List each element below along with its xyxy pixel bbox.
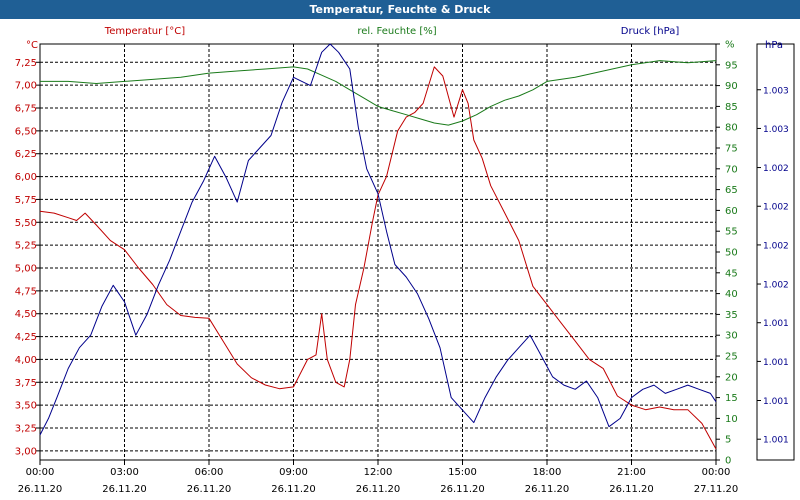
- temp-tick-label: 4,50: [15, 309, 37, 320]
- press-axis-frame: [756, 43, 795, 461]
- x-tick-date: 27.11.20: [694, 484, 739, 495]
- x-tick-date: 26.11.20: [609, 484, 654, 495]
- x-tick-time: 00:00: [26, 467, 55, 478]
- hum-tick-label: 45: [725, 268, 738, 279]
- temp-tick-label: 4,00: [15, 355, 37, 366]
- hum-tick-label: 95: [725, 60, 738, 71]
- press-tick-label: 1.002: [763, 164, 789, 174]
- hum-tick-label: 30: [725, 331, 738, 342]
- x-tick-date: 26.11.20: [102, 484, 147, 495]
- x-tick-date: 26.11.20: [440, 484, 485, 495]
- hum-tick-label: 55: [725, 227, 738, 238]
- hum-tick-label: 80: [725, 123, 738, 134]
- press-tick-label: 1.003: [763, 125, 789, 135]
- x-tick-date: 26.11.20: [356, 484, 401, 495]
- temp-tick-label: 3,75: [15, 378, 37, 389]
- hum-tick-label: 70: [725, 164, 738, 175]
- hum-tick-label: 85: [725, 102, 738, 113]
- chart-svg: Temperatur [°C] rel. Feuchte [%] Druck […: [15, 26, 795, 496]
- hum-axis-label: rel. Feuchte [%]: [357, 26, 436, 37]
- press-tick-label: 1.003: [763, 86, 789, 96]
- temp-tick-label: 5,50: [15, 218, 37, 229]
- hum-tick-label: 5: [725, 435, 731, 446]
- hum-tick-label: 90: [725, 81, 738, 92]
- press-tick-label: 1.001: [763, 397, 789, 407]
- hum-tick-label: 15: [725, 393, 738, 404]
- temp-tick-label: 3,00: [15, 446, 37, 457]
- press-unit-label: hPa: [765, 40, 783, 51]
- hum-tick-label: 35: [725, 310, 738, 321]
- temp-tick-label: 3,25: [15, 424, 37, 435]
- hum-tick-label: 20: [725, 372, 738, 383]
- x-tick-time: 03:00: [110, 467, 139, 478]
- press-tick-label: 1.001: [763, 358, 789, 368]
- press-tick-label: 1.002: [763, 281, 789, 291]
- temp-tick-label: 7,25: [15, 58, 37, 69]
- press-tick-label: 1.002: [763, 203, 789, 213]
- hum-tick-label: 75: [725, 144, 738, 155]
- chart-title: Temperatur, Feuchte & Druck: [0, 0, 800, 19]
- series-line-temp: [39, 66, 717, 450]
- temp-tick-label: 5,75: [15, 195, 37, 206]
- tick-layer: 00:00 26.11.20 03:00 26.11.20 06:00 26.11.20 0…: [15, 40, 789, 496]
- series-layer: [39, 43, 717, 450]
- press-axis-label: Druck [hPa]: [621, 26, 680, 37]
- temp-tick-label: 5,25: [15, 241, 37, 252]
- series-line-press: [39, 43, 717, 436]
- hum-tick-label: 50: [725, 248, 738, 259]
- press-tick-label: 1.002: [763, 241, 789, 251]
- x-tick-time: 00:00: [702, 467, 731, 478]
- temp-tick-label: 6,75: [15, 104, 37, 115]
- x-tick-time: 12:00: [364, 467, 393, 478]
- temp-tick-label: 6,00: [15, 172, 37, 183]
- temp-tick-label: 6,50: [15, 126, 37, 137]
- x-tick-time: 15:00: [448, 467, 477, 478]
- x-tick-time: 21:00: [617, 467, 646, 478]
- temp-tick-label: 6,25: [15, 149, 37, 160]
- temp-axis-label: Temperatur [°C]: [104, 26, 185, 37]
- hum-tick-label: 40: [725, 289, 738, 300]
- x-tick-time: 09:00: [279, 467, 308, 478]
- temp-tick-label: 4,75: [15, 286, 37, 297]
- x-tick-date: 26.11.20: [525, 484, 570, 495]
- x-tick-date: 26.11.20: [271, 484, 316, 495]
- hum-tick-label: 25: [725, 352, 738, 363]
- x-tick-time: 18:00: [533, 467, 562, 478]
- temp-tick-label: 3,50: [15, 401, 37, 412]
- press-tick-label: 1.001: [763, 319, 789, 329]
- x-tick-time: 06:00: [195, 467, 224, 478]
- hum-tick-label: %: [725, 40, 735, 51]
- hum-tick-label: 65: [725, 185, 738, 196]
- x-tick-date: 26.11.20: [187, 484, 232, 495]
- temp-tick-label: 7,00: [15, 81, 37, 92]
- x-tick-date: 26.11.20: [18, 484, 63, 495]
- temp-tick-label: 5,00: [15, 264, 37, 275]
- hum-tick-label: 10: [725, 414, 738, 425]
- hum-tick-label: 0: [725, 456, 731, 467]
- grid-layer: [40, 44, 716, 460]
- hum-tick-label: 60: [725, 206, 738, 217]
- series-line-hum: [40, 60, 717, 126]
- temp-unit-label: °C: [26, 40, 38, 51]
- temp-tick-label: 4,25: [15, 332, 37, 343]
- press-tick-label: 1.001: [763, 436, 789, 446]
